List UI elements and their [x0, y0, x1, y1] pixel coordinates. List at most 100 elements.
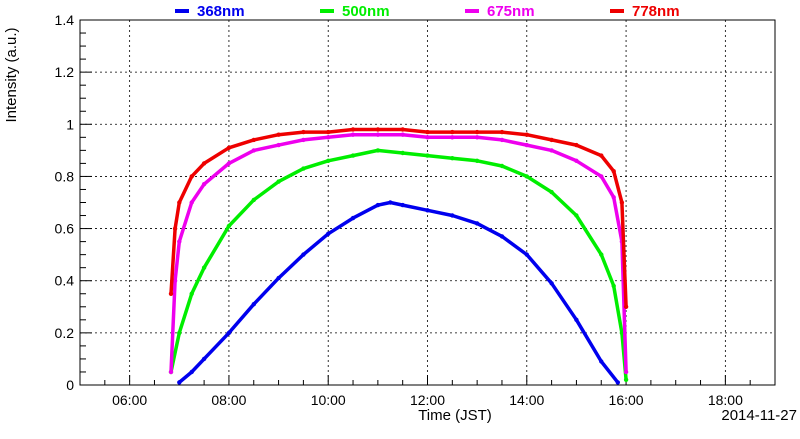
x-tick-label: 08:00 [211, 392, 246, 408]
data-point [450, 135, 455, 140]
data-point [524, 142, 529, 148]
data-point [177, 380, 182, 385]
data-point [574, 213, 579, 218]
data-point [499, 129, 505, 135]
x-tick-label: 18:00 [708, 392, 743, 408]
grid [80, 19, 775, 386]
data-point [574, 158, 579, 163]
y-tick-label: 0.4 [55, 273, 75, 289]
y-tick-label: 1.4 [55, 12, 75, 28]
data-point [499, 234, 505, 239]
data-point [499, 137, 505, 143]
data-point [574, 317, 579, 322]
legend-label: 500nm [342, 3, 390, 20]
data-point [375, 148, 381, 153]
data-point [611, 195, 616, 200]
data-point [611, 169, 616, 174]
data-point [350, 132, 356, 137]
data-point [400, 150, 405, 156]
y-tick-label: 1 [66, 116, 74, 132]
x-tick-label: 16:00 [609, 392, 644, 408]
legend-label: 675nm [487, 3, 535, 20]
series-line-368nm [177, 200, 620, 385]
data-point [226, 223, 232, 229]
data-point [599, 174, 604, 179]
data-point [549, 281, 554, 286]
data-point [326, 158, 331, 163]
data-point [251, 197, 256, 203]
data-point [549, 137, 554, 143]
legend-label: 368nm [197, 3, 245, 20]
data-point [524, 174, 529, 179]
legend-label: 778nm [632, 3, 680, 20]
x-axis-label: Time (JST) [418, 407, 492, 424]
plot-frame [79, 19, 776, 386]
data-point [201, 182, 207, 187]
data-point [474, 221, 480, 226]
data-point [251, 148, 256, 153]
data-point [326, 129, 331, 135]
data-point [623, 304, 629, 309]
data-point [350, 153, 356, 158]
data-point [388, 200, 393, 205]
x-tick-label: 10:00 [311, 392, 346, 408]
y-tick-label: 0.8 [55, 168, 75, 184]
y-tick-label: 1.2 [55, 64, 75, 80]
data-point [301, 252, 306, 257]
data-point [168, 369, 174, 375]
y-tick-label: 0.6 [55, 221, 75, 237]
data-point [499, 163, 505, 169]
data-point [425, 129, 430, 135]
y-tick-label: 0 [66, 377, 74, 393]
data-point [400, 202, 405, 208]
data-point [611, 283, 616, 289]
data-point [201, 356, 207, 362]
data-point [474, 158, 480, 163]
series-line-675nm [169, 132, 628, 374]
data-point [375, 202, 381, 208]
data-point [251, 137, 256, 143]
data-point [301, 129, 306, 135]
series-line-500nm [169, 148, 628, 382]
data-point [301, 137, 306, 143]
data-point [177, 330, 182, 336]
data-point [226, 161, 232, 166]
data-point [226, 330, 232, 336]
data-point [599, 153, 604, 158]
x-tick-label: 14:00 [509, 392, 544, 408]
data-point [425, 153, 430, 158]
data-point [177, 200, 182, 205]
data-point [623, 369, 629, 375]
y-tick-label: 0.2 [55, 325, 75, 341]
data-point [189, 369, 194, 375]
data-point [226, 145, 232, 150]
data-point [251, 302, 256, 307]
data-point [619, 330, 625, 336]
data-point [524, 132, 529, 137]
data-point [450, 129, 455, 135]
data-point [189, 174, 194, 179]
data-point [301, 166, 306, 171]
data-point [201, 161, 207, 166]
data-point [524, 252, 529, 257]
axes: 06:00 08:00 10:00 12:00 14:00 16:00 18:00 0 0.2 0… [55, 12, 776, 408]
data-point [201, 265, 207, 270]
data-point [375, 132, 381, 137]
y-axis-label: Intensity (a.u.) [3, 27, 20, 122]
data-point [450, 156, 455, 161]
data-point [172, 226, 178, 231]
x-tick-label: 06:00 [112, 392, 147, 408]
data-point [276, 142, 281, 148]
data-point [619, 200, 625, 205]
x-tick-label: 12:00 [410, 392, 445, 408]
data-point [400, 127, 405, 132]
data-point [168, 291, 174, 296]
data-point [425, 135, 430, 140]
data-point [425, 208, 430, 213]
series-group [168, 127, 629, 385]
data-point [615, 380, 620, 385]
data-point [549, 148, 554, 153]
data-point [375, 127, 381, 132]
